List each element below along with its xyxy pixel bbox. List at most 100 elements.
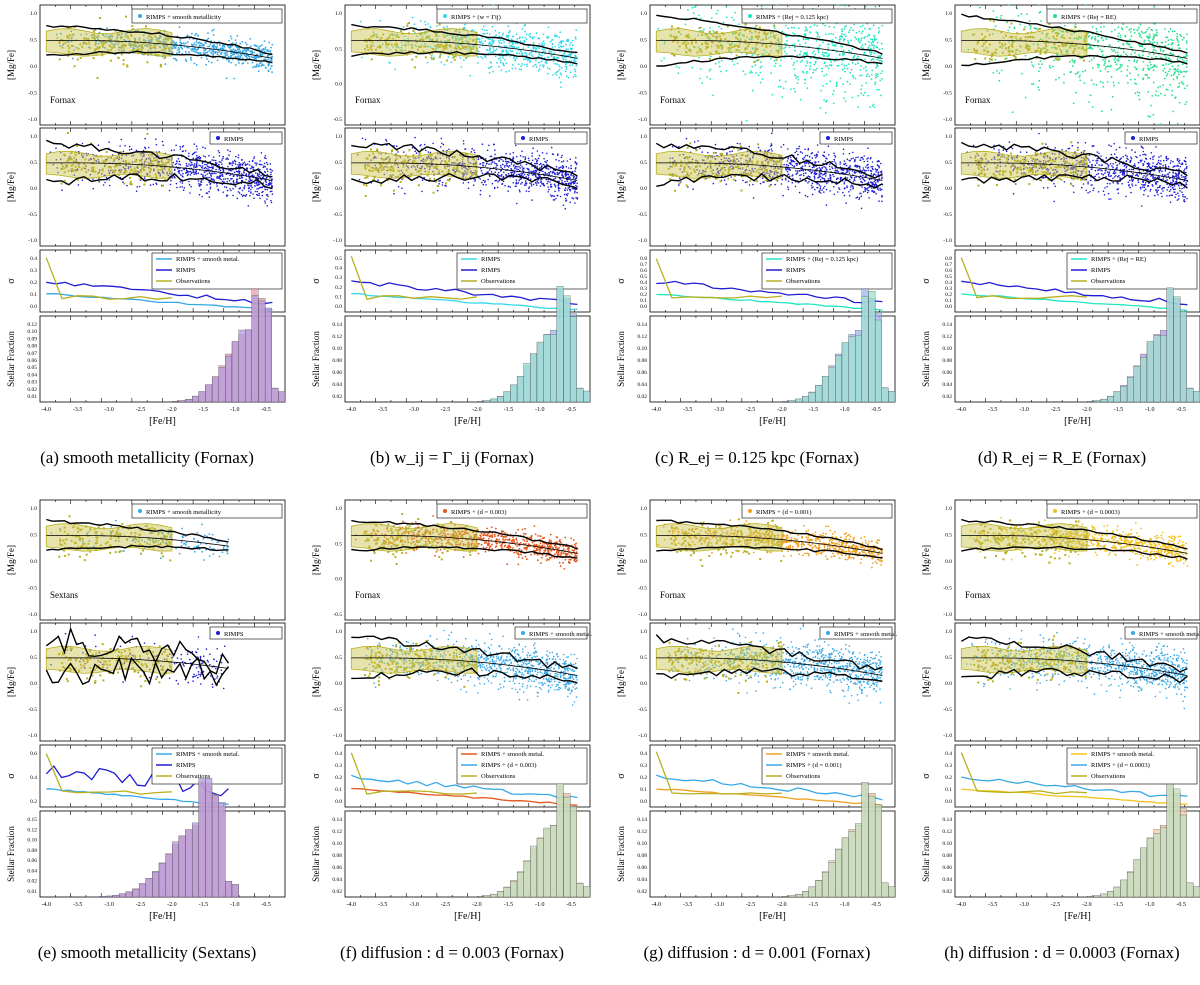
model-point xyxy=(451,156,454,158)
model-point xyxy=(525,190,528,192)
model-point xyxy=(384,166,386,168)
model-point xyxy=(561,161,563,163)
model-point xyxy=(149,38,152,41)
model-point xyxy=(491,43,494,45)
model-point xyxy=(420,167,423,170)
model-point xyxy=(775,34,777,36)
model-point xyxy=(97,42,100,45)
model-point xyxy=(559,31,562,34)
model-point xyxy=(191,171,193,174)
model-point xyxy=(503,166,506,168)
model-point xyxy=(442,149,445,152)
model-point xyxy=(421,44,423,46)
observation-point xyxy=(129,180,132,183)
model-point xyxy=(255,58,258,60)
model-point xyxy=(516,202,518,205)
model-point xyxy=(814,69,817,72)
model-point xyxy=(564,65,567,68)
model-point xyxy=(550,146,553,149)
observation-point xyxy=(110,166,112,169)
model-point xyxy=(835,51,838,53)
model-point xyxy=(431,164,433,167)
observation-point xyxy=(447,39,450,42)
model-point xyxy=(173,149,175,151)
model-point xyxy=(207,168,209,170)
model-point xyxy=(533,170,535,172)
model-point xyxy=(253,65,256,68)
model-point xyxy=(211,167,214,170)
observation-point xyxy=(116,33,119,36)
y-tick-label: -0.5 xyxy=(28,91,37,97)
observation-point xyxy=(435,33,438,35)
model-point xyxy=(535,32,538,35)
observation-point xyxy=(129,183,132,185)
observation-point xyxy=(430,56,433,59)
model-point xyxy=(452,40,455,43)
model-point xyxy=(698,14,700,17)
model-point xyxy=(138,185,141,188)
model-point xyxy=(772,31,775,34)
model-point xyxy=(567,187,569,189)
model-point xyxy=(209,176,211,179)
model-point xyxy=(247,184,249,186)
observation-point xyxy=(457,170,460,173)
model-point xyxy=(172,57,175,60)
model-point xyxy=(848,31,850,34)
observation-point xyxy=(101,40,104,43)
model-point xyxy=(570,167,572,170)
observation-point xyxy=(419,33,422,36)
model-point xyxy=(385,138,387,141)
model-point xyxy=(498,65,500,68)
model-point xyxy=(725,16,728,19)
model-point xyxy=(270,171,272,174)
model-point xyxy=(527,46,530,48)
observation-point xyxy=(436,165,439,168)
subfigure-caption: (b) w_ij = Γ_ij (Fornax) xyxy=(370,448,534,467)
y-tick-label: 0.0 xyxy=(30,304,37,310)
model-point xyxy=(477,37,480,40)
observation-point xyxy=(398,155,401,157)
model-point xyxy=(507,166,510,168)
model-point xyxy=(425,149,427,152)
model-point xyxy=(528,34,530,36)
model-point xyxy=(718,65,721,68)
model-point xyxy=(177,49,179,51)
model-point xyxy=(220,178,222,181)
observation-point xyxy=(459,48,462,50)
y-tick-label: 0.2 xyxy=(30,280,37,286)
model-point xyxy=(225,173,228,176)
model-point xyxy=(554,184,556,187)
percentile-line xyxy=(351,162,578,181)
model-point xyxy=(198,183,200,185)
model-point xyxy=(528,187,530,189)
observation-point xyxy=(132,172,135,175)
observation-point xyxy=(77,162,80,165)
model-point xyxy=(256,162,258,164)
observation-point xyxy=(370,148,372,151)
model-point xyxy=(259,52,262,54)
observation-point xyxy=(163,57,166,60)
histogram-bar xyxy=(218,367,226,403)
model-point xyxy=(128,149,131,151)
model-point xyxy=(552,195,554,197)
model-point xyxy=(236,178,239,181)
model-point xyxy=(208,181,211,184)
model-point xyxy=(524,182,527,184)
histogram-bar xyxy=(172,401,180,403)
model-point xyxy=(254,56,257,59)
model-point xyxy=(186,46,189,49)
model-point xyxy=(102,34,105,37)
model-point xyxy=(490,163,492,165)
model-point xyxy=(553,55,555,58)
subfigure-svg: RIMPS + (Rej = 0.125 kpc)FornaxRIMPSRIMP… xyxy=(616,4,896,427)
model-point xyxy=(443,63,446,66)
model-point xyxy=(852,76,855,79)
model-point xyxy=(878,48,881,50)
model-point xyxy=(435,45,437,48)
model-point xyxy=(85,165,87,167)
observation-point xyxy=(124,160,127,163)
model-point xyxy=(509,29,511,32)
model-point xyxy=(233,182,235,184)
model-point xyxy=(857,39,860,41)
model-point xyxy=(437,152,439,155)
